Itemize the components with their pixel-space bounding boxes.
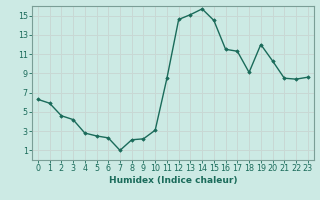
X-axis label: Humidex (Indice chaleur): Humidex (Indice chaleur): [108, 176, 237, 185]
